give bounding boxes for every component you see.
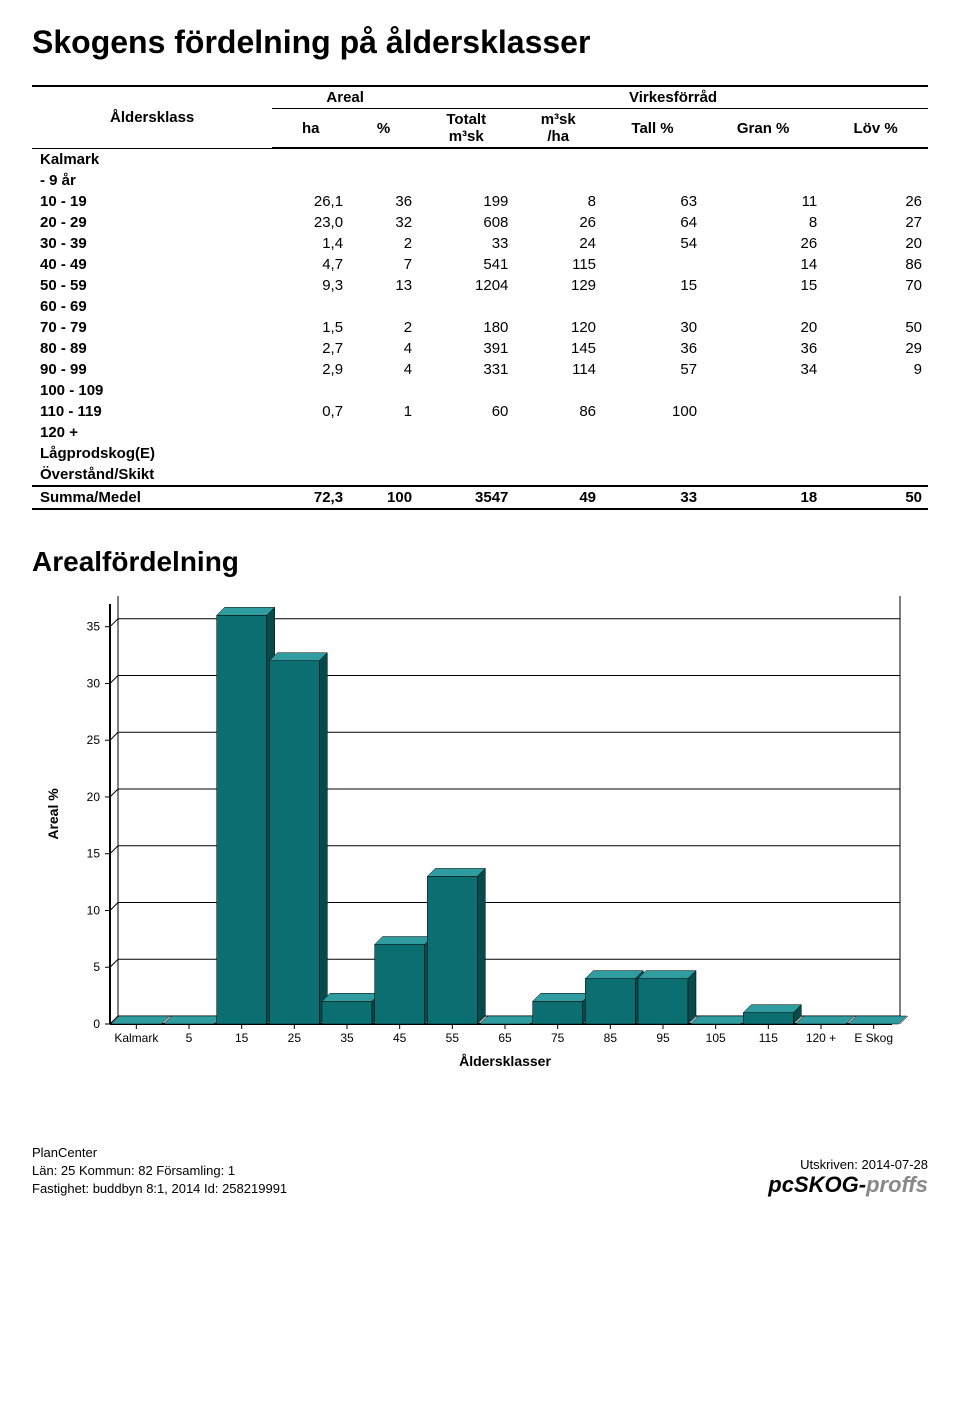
table-summary-row: Summa/Medel72,3100354749331850 xyxy=(32,486,928,509)
svg-text:15: 15 xyxy=(87,846,101,860)
table-row: Kalmark xyxy=(32,148,928,170)
svg-text:45: 45 xyxy=(393,1031,407,1045)
svg-text:35: 35 xyxy=(87,619,101,633)
svg-text:55: 55 xyxy=(446,1031,460,1045)
svg-text:25: 25 xyxy=(87,733,101,747)
svg-text:E Skog: E Skog xyxy=(854,1031,893,1045)
table-row: 30 - 391,423324542620 xyxy=(32,233,928,254)
table-row: Överstånd/Skikt xyxy=(32,464,928,486)
table-row: 50 - 599,3131204129151570 xyxy=(32,275,928,296)
table-row: Lågprodskog(E) xyxy=(32,443,928,464)
svg-text:30: 30 xyxy=(87,676,101,690)
footer-printed: Utskriven: 2014-07-28 xyxy=(768,1157,928,1172)
page-title: Skogens fördelning på åldersklasser xyxy=(32,24,928,61)
th-gran: Gran % xyxy=(703,109,823,149)
footer-source: PlanCenter xyxy=(32,1144,287,1162)
svg-text:5: 5 xyxy=(186,1031,193,1045)
table-row: 80 - 892,74391145363629 xyxy=(32,338,928,359)
table-row: 90 - 992,9433111457349 xyxy=(32,359,928,380)
table-row: 70 - 791,52180120302050 xyxy=(32,317,928,338)
svg-text:20: 20 xyxy=(87,789,101,803)
svg-text:0: 0 xyxy=(93,1017,100,1031)
page-footer: PlanCenter Län: 25 Kommun: 82 Församling… xyxy=(32,1144,928,1199)
age-class-table: Åldersklass Areal Virkesförråd ha % Tota… xyxy=(32,85,928,510)
th-pct: % xyxy=(349,109,418,149)
th-tall: Tall % xyxy=(602,109,703,149)
table-row: 60 - 69 xyxy=(32,296,928,317)
svg-text:Areal %: Areal % xyxy=(45,787,61,839)
chart-title: Arealfördelning xyxy=(32,546,928,578)
footer-region: Län: 25 Kommun: 82 Församling: 1 xyxy=(32,1162,287,1180)
th-virkes: Virkesförråd xyxy=(418,86,928,109)
table-row: 100 - 109 xyxy=(32,380,928,401)
svg-text:85: 85 xyxy=(604,1031,618,1045)
th-m3ha: m³sk /ha xyxy=(514,109,602,149)
svg-text:120 +: 120 + xyxy=(806,1031,836,1045)
table-row: 110 - 1190,716086100 xyxy=(32,401,928,422)
svg-text:10: 10 xyxy=(87,903,101,917)
th-ageclass: Åldersklass xyxy=(32,86,272,148)
svg-text:75: 75 xyxy=(551,1031,565,1045)
th-lov: Löv % xyxy=(823,109,928,149)
svg-text:Kalmark: Kalmark xyxy=(114,1031,159,1045)
table-row: - 9 år xyxy=(32,170,928,191)
table-row: 120 + xyxy=(32,422,928,443)
th-ha: ha xyxy=(272,109,349,149)
table-row: 20 - 2923,0326082664827 xyxy=(32,212,928,233)
table-row: 10 - 1926,1361998631126 xyxy=(32,191,928,212)
svg-text:95: 95 xyxy=(656,1031,670,1045)
svg-text:5: 5 xyxy=(93,960,100,974)
svg-text:Åldersklasser: Åldersklasser xyxy=(459,1053,551,1069)
svg-text:35: 35 xyxy=(340,1031,354,1045)
th-totalt: Totalt m³sk xyxy=(418,109,514,149)
area-distribution-chart: 0 5 10 15 20 25 30 35 Kalmark 5 15 25 35 45 55 65 75 85 95… xyxy=(40,594,920,1074)
th-areal: Areal xyxy=(272,86,418,109)
svg-text:15: 15 xyxy=(235,1031,249,1045)
svg-text:115: 115 xyxy=(759,1031,778,1045)
svg-text:25: 25 xyxy=(288,1031,302,1045)
footer-property: Fastighet: buddbyn 8:1, 2014 Id: 2582199… xyxy=(32,1180,287,1198)
svg-text:105: 105 xyxy=(706,1031,726,1045)
table-row: 40 - 494,775411151486 xyxy=(32,254,928,275)
svg-text:65: 65 xyxy=(498,1031,512,1045)
brand-logo: pcSKOG-proffs xyxy=(768,1172,928,1198)
